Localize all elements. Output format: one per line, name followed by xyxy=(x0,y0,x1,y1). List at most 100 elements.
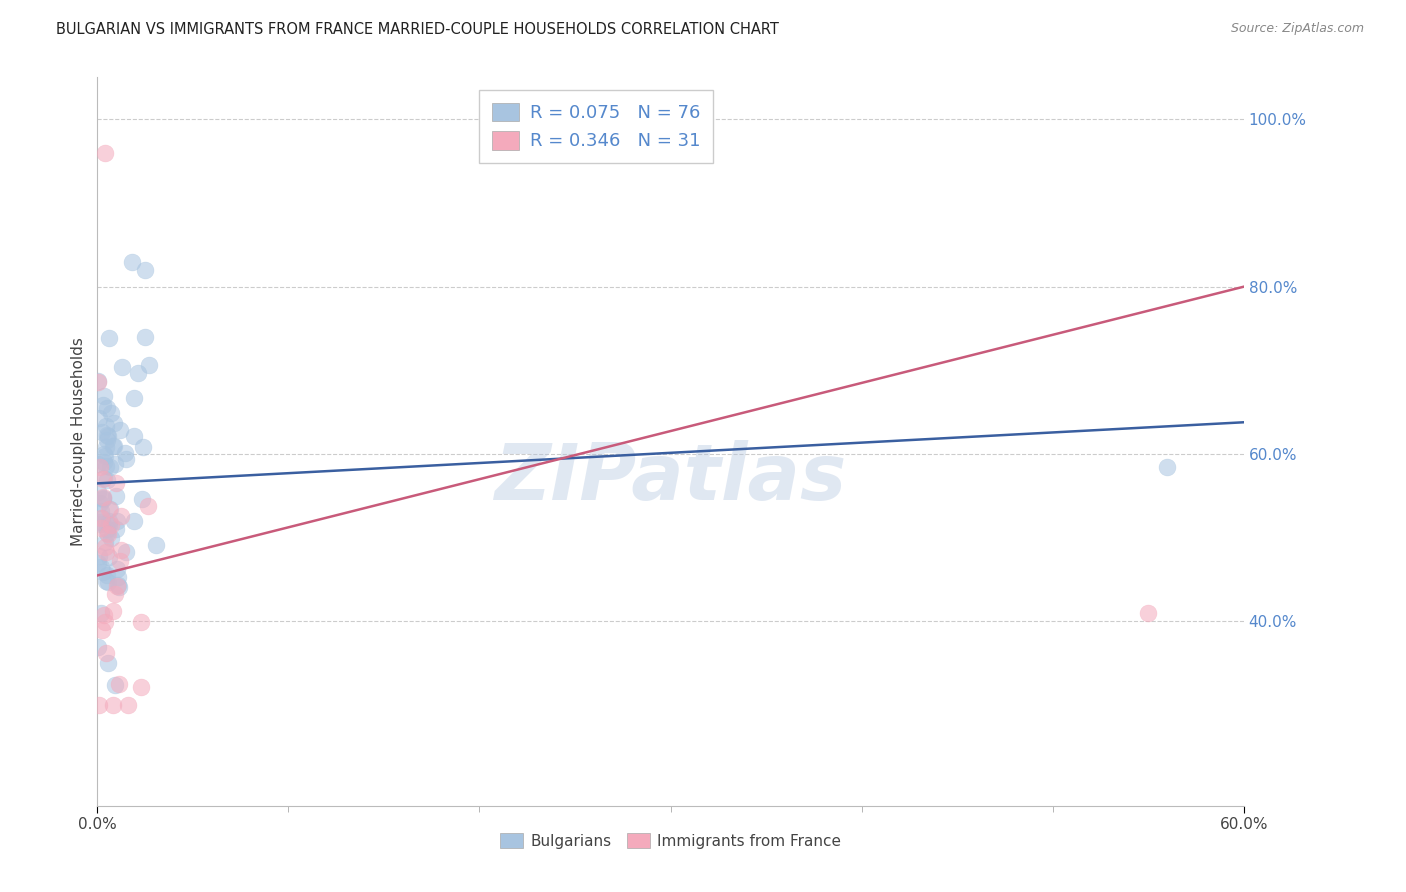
Text: Source: ZipAtlas.com: Source: ZipAtlas.com xyxy=(1230,22,1364,36)
Point xyxy=(107,569,129,583)
Point xyxy=(107,580,129,594)
Point xyxy=(87,374,110,388)
Point xyxy=(94,418,117,433)
Point xyxy=(110,508,132,523)
Point xyxy=(107,578,129,592)
Point xyxy=(91,491,114,506)
Point xyxy=(101,439,124,453)
Point xyxy=(127,366,149,380)
Point xyxy=(104,587,127,601)
Point xyxy=(122,428,145,442)
Point xyxy=(94,545,117,559)
Point xyxy=(100,406,122,420)
Point xyxy=(105,514,128,528)
Point xyxy=(90,511,112,525)
Point xyxy=(89,549,111,563)
Point xyxy=(90,517,112,532)
Point xyxy=(103,439,125,453)
Point xyxy=(90,607,112,621)
Point xyxy=(91,472,114,486)
Point xyxy=(117,698,139,713)
Point xyxy=(131,491,153,506)
Point xyxy=(105,562,128,576)
Point xyxy=(122,391,145,405)
Point xyxy=(145,538,167,552)
Point xyxy=(101,698,124,713)
Point xyxy=(104,489,127,503)
Point xyxy=(91,425,114,440)
Point xyxy=(115,452,138,467)
Point xyxy=(1156,459,1178,474)
Point xyxy=(91,491,114,505)
Point xyxy=(97,656,120,670)
Point xyxy=(96,473,118,487)
Point xyxy=(96,428,118,442)
Point xyxy=(97,526,120,541)
Point xyxy=(90,559,112,574)
Point xyxy=(122,515,145,529)
Point xyxy=(108,423,131,437)
Point xyxy=(94,646,117,660)
Point xyxy=(97,428,120,442)
Point xyxy=(110,542,132,557)
Point xyxy=(107,677,129,691)
Point xyxy=(100,518,122,533)
Point xyxy=(89,515,111,529)
Point xyxy=(97,549,120,564)
Point xyxy=(91,490,114,504)
Legend: R = 0.075   N = 76, R = 0.346   N = 31: R = 0.075 N = 76, R = 0.346 N = 31 xyxy=(479,90,713,163)
Point xyxy=(91,565,114,579)
Point xyxy=(93,389,115,403)
Point xyxy=(100,531,122,545)
Point xyxy=(98,514,121,528)
Point xyxy=(114,446,136,460)
Point xyxy=(110,554,132,568)
Point xyxy=(134,330,156,344)
Point xyxy=(94,615,117,630)
Point xyxy=(89,459,111,474)
Point xyxy=(98,501,121,516)
Point xyxy=(93,607,115,622)
Text: BULGARIAN VS IMMIGRANTS FROM FRANCE MARRIED-COUPLE HOUSEHOLDS CORRELATION CHART: BULGARIAN VS IMMIGRANTS FROM FRANCE MARR… xyxy=(56,22,779,37)
Point xyxy=(131,615,153,629)
Point xyxy=(104,476,127,491)
Point xyxy=(103,416,125,430)
Point xyxy=(132,440,155,454)
Point xyxy=(97,331,120,345)
Point xyxy=(97,518,120,533)
Point xyxy=(96,567,118,582)
Point xyxy=(94,440,117,454)
Point xyxy=(105,522,128,536)
Point xyxy=(96,526,118,541)
Point xyxy=(98,502,121,516)
Point xyxy=(87,557,110,571)
Point xyxy=(136,500,159,514)
Point xyxy=(94,541,117,555)
Point xyxy=(93,447,115,461)
Point xyxy=(87,485,110,500)
Point xyxy=(91,511,114,525)
Point xyxy=(1137,606,1160,620)
Point xyxy=(87,411,110,425)
Point xyxy=(90,521,112,535)
Point xyxy=(87,375,110,389)
Point xyxy=(93,455,115,469)
Point xyxy=(111,359,134,374)
Point xyxy=(129,680,152,694)
Point xyxy=(93,471,115,485)
Point xyxy=(91,398,114,412)
Point xyxy=(98,460,121,475)
Point xyxy=(94,459,117,474)
Point xyxy=(96,401,118,415)
Point xyxy=(104,678,127,692)
Point xyxy=(89,496,111,510)
Point xyxy=(134,263,156,277)
Point xyxy=(103,604,125,618)
Point xyxy=(94,145,117,160)
Point xyxy=(89,698,111,713)
Point xyxy=(97,575,120,590)
Point xyxy=(104,458,127,472)
Point xyxy=(87,457,110,471)
Point xyxy=(93,450,115,464)
Point xyxy=(121,254,143,268)
